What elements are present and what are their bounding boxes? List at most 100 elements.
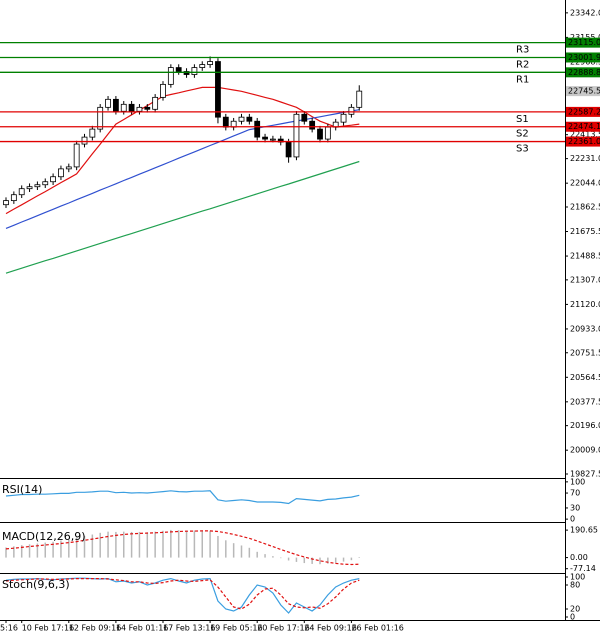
y-tick-label: 0 [570, 613, 575, 622]
y-tick-label: 20 [570, 605, 580, 614]
y-tick-label: 22044.0 [570, 179, 600, 188]
y-tick-label: 80 [570, 581, 580, 590]
pivot-level-name: R2 [516, 59, 529, 70]
x-tick-label: 10 Feb 17:16 [22, 624, 74, 633]
candle-body [65, 166, 72, 170]
indicator-title: RSI(14) [2, 483, 42, 496]
y-tick-label: 190.65 [570, 526, 598, 535]
y-tick-label: 100 [570, 477, 585, 486]
y-tick-label: 100 [570, 573, 585, 582]
y-tick-label: -77.14 [570, 564, 596, 573]
macd-bar [185, 530, 188, 558]
pivot-level-tag [566, 67, 600, 78]
macd-bar [303, 557, 306, 564]
macd-signal [5, 530, 360, 566]
indicator-line [5, 577, 360, 614]
y-tick-label: 23155.0 [570, 33, 600, 42]
x-tick-label: 12 Feb 09:16 [69, 624, 121, 633]
x-tick-label: 26 Feb 01:16 [351, 624, 403, 633]
macd-bar [350, 557, 353, 561]
candle-body [97, 106, 104, 130]
y-tick-label: 20009.0 [570, 446, 600, 455]
macd-bar [287, 557, 290, 561]
pivot-level-value: 22361.0 [568, 137, 600, 146]
pivot-level-value: 22587.2 [568, 107, 600, 116]
macd-bar [225, 540, 227, 558]
macd-bar [115, 531, 117, 558]
x-tick-label: 24 Feb 09:16 [304, 624, 356, 633]
candle-body [18, 188, 25, 196]
moving-average [5, 86, 360, 215]
macd-bar [107, 531, 109, 558]
macd-bar [334, 557, 337, 563]
macd-bar [264, 554, 266, 558]
macd-bar [52, 541, 54, 558]
macd-bar [146, 532, 149, 558]
candle-body [238, 116, 245, 122]
candle-body [199, 64, 206, 68]
macd-bar [209, 530, 211, 558]
candle-body [348, 106, 355, 115]
indicator-line [5, 490, 360, 505]
macd-bar [91, 534, 94, 558]
macd-bar [193, 530, 196, 558]
candle-body [50, 176, 56, 183]
candle-body [167, 67, 174, 85]
candle-body [293, 113, 300, 158]
y-tick-label: 20377.5 [570, 397, 600, 406]
candle-body [191, 67, 198, 75]
candle-body [222, 116, 229, 128]
macd-bar [170, 529, 172, 558]
pivot-level-tag [566, 121, 600, 132]
pivot-level-name: S3 [516, 144, 529, 155]
pivot-level-value: 22888.8 [568, 68, 600, 77]
candle-body [144, 106, 151, 110]
candle-body [285, 141, 292, 158]
y-tick-label: 0.00 [570, 553, 588, 562]
macd-bar [44, 542, 46, 558]
last-price-tag [566, 86, 600, 97]
y-tick-label: 21307.0 [570, 275, 600, 284]
candle-body [136, 106, 143, 112]
macd-bar [232, 543, 235, 558]
macd-bar [201, 530, 203, 558]
pivot-level-tag [566, 106, 600, 117]
pivot-level-tag [566, 52, 600, 63]
candle-body [89, 128, 96, 138]
candle-body [340, 113, 347, 123]
macd-bar [99, 532, 101, 558]
y-tick-label: 20751.5 [570, 348, 600, 357]
candle-body [160, 83, 166, 98]
candle-body [73, 143, 80, 168]
candle-body [120, 103, 127, 112]
y-tick-label: 21862.5 [570, 202, 600, 211]
candle-body [105, 98, 111, 108]
macd-bar [123, 531, 125, 558]
y-tick-label: 21488.5 [570, 252, 600, 261]
moving-average [5, 109, 360, 229]
macd-bar [311, 557, 313, 564]
pivot-level-value: 23001.9 [568, 53, 600, 62]
x-tick-label: 20 Feb 17:16 [257, 624, 309, 633]
x-tick-label: 14 Feb 01:16 [116, 624, 168, 633]
candle-body [113, 98, 119, 112]
macd-bar [280, 557, 282, 559]
last-price-label: 22745.5 [568, 87, 600, 96]
candle-body [58, 168, 64, 178]
pivot-level-name: R3 [516, 45, 529, 56]
candle-body [262, 136, 268, 140]
candle-body [26, 186, 33, 190]
y-tick-label: 22413.5 [570, 130, 600, 139]
pivot-level-tag [566, 136, 600, 147]
y-tick-label: 20933.0 [570, 324, 600, 333]
x-tick-label: 19 Feb 05:16 [210, 624, 262, 633]
macd-bar [319, 557, 321, 565]
indicator-title: Stoch(9,6,3) [2, 578, 70, 591]
macd-bar [60, 540, 62, 558]
candle-body [81, 136, 88, 145]
macd-bar [248, 547, 251, 558]
candle-body [3, 200, 9, 206]
candle-body [254, 120, 261, 138]
indicator-line [5, 578, 360, 610]
